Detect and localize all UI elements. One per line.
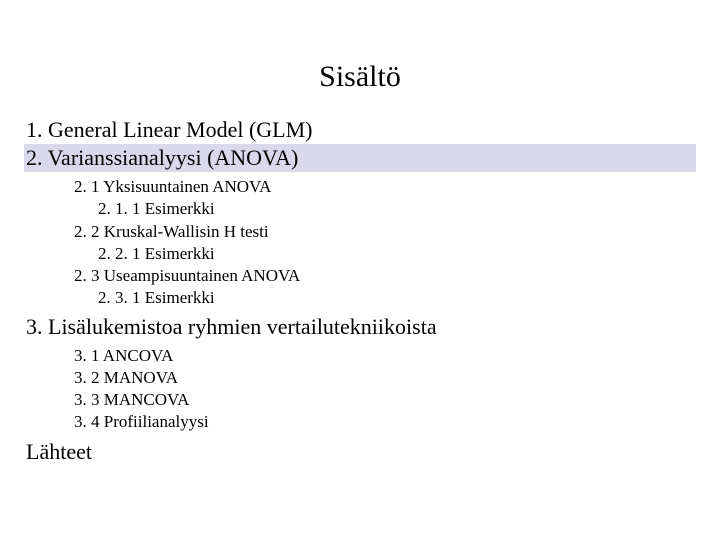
toc-item-2-2-1: 2. 2. 1 Esimerkki <box>74 243 696 265</box>
page-title: Sisältö <box>24 60 696 94</box>
toc-item-3-2: 3. 2 MANOVA <box>74 367 696 389</box>
toc-item-3-1: 3. 1 ANCOVA <box>74 345 696 367</box>
toc-item-3-3: 3. 3 MANCOVA <box>74 389 696 411</box>
toc-references: Lähteet <box>24 439 696 465</box>
toc-subgroup-2: 2. 1 Yksisuuntainen ANOVA 2. 1. 1 Esimer… <box>24 172 696 313</box>
toc-item-2-3-1: 2. 3. 1 Esimerkki <box>74 287 696 309</box>
toc-item-1: 1. General Linear Model (GLM) <box>24 116 696 144</box>
toc-item-2-3: 2. 3 Useampisuuntainen ANOVA <box>74 265 696 287</box>
toc-item-2-1-1: 2. 1. 1 Esimerkki <box>74 198 696 220</box>
toc-item-3: 3. Lisälukemistoa ryhmien vertailuteknii… <box>24 313 696 341</box>
toc-item-3-4: 3. 4 Profiilianalyysi <box>74 411 696 433</box>
toc-item-2-1: 2. 1 Yksisuuntainen ANOVA <box>74 176 696 198</box>
toc-item-2: 2. Varianssianalyysi (ANOVA) <box>24 144 696 172</box>
toc-subgroup-3: 3. 1 ANCOVA 3. 2 MANOVA 3. 3 MANCOVA 3. … <box>24 341 696 437</box>
toc-item-2-2: 2. 2 Kruskal-Wallisin H testi <box>74 221 696 243</box>
